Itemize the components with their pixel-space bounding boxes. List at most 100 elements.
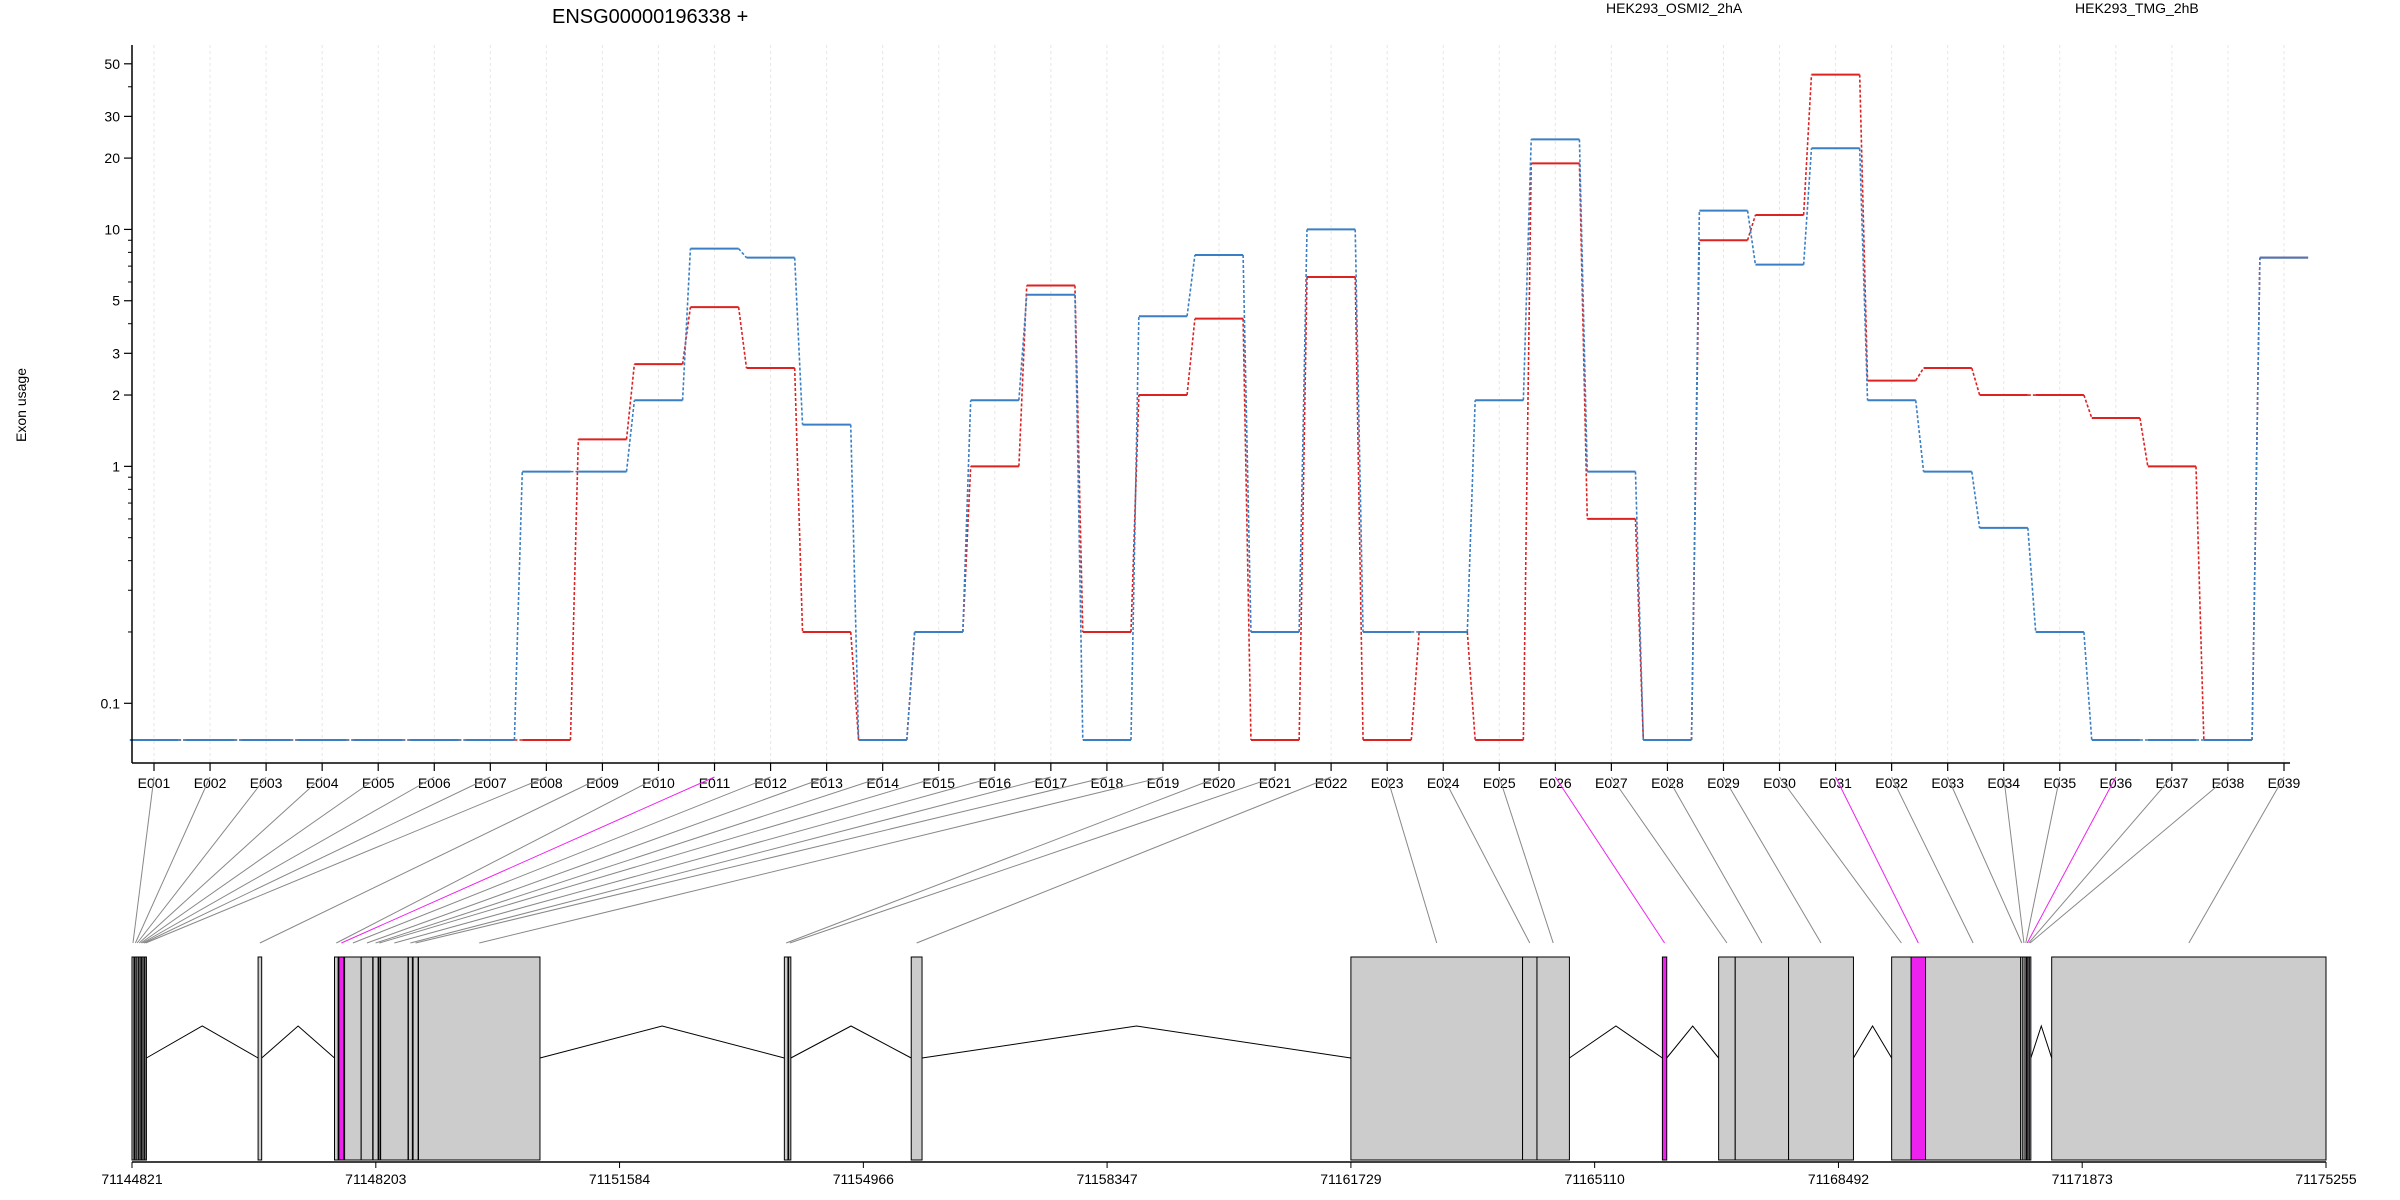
- x-tick-label: E024: [1427, 775, 1460, 791]
- exon-box: [1925, 956, 2022, 1161]
- series-segment: [1298, 276, 1308, 741]
- x-tick-label: E036: [2099, 775, 2132, 791]
- exon-box: [910, 956, 923, 1161]
- x-tick-label: E008: [530, 775, 563, 791]
- y-tick-label: 20: [104, 150, 120, 166]
- exon-connector: [142, 776, 435, 944]
- exon-connector: [145, 776, 547, 944]
- exon-connector: [336, 776, 659, 944]
- x-tick-label: E007: [474, 775, 507, 791]
- x-tick-label: E034: [1987, 775, 2020, 791]
- exon-connector: [1610, 776, 1728, 944]
- x-tick-label: E035: [2043, 775, 2076, 791]
- exon-connector: [352, 776, 771, 944]
- exon-box: [137, 956, 141, 1161]
- x-tick-label: E005: [362, 775, 395, 791]
- series-segment: [2139, 417, 2149, 467]
- series-segment: [1466, 631, 1476, 741]
- intron-line: [921, 1025, 1351, 1059]
- exon-connector: [1442, 776, 1531, 944]
- x-tick-label: E022: [1315, 775, 1348, 791]
- exon-box: [334, 956, 339, 1161]
- exon-box: [144, 956, 147, 1161]
- intron-line: [790, 1025, 912, 1059]
- exon-connector: [394, 776, 995, 944]
- exon-connector: [2003, 776, 2025, 944]
- series-segment: [625, 364, 636, 440]
- exon-connector: [789, 776, 1276, 944]
- series-segment: [2083, 631, 2093, 741]
- genomic-tick-label: 71148203: [345, 1171, 406, 1187]
- series-segment: [1858, 148, 1869, 401]
- series-line: [129, 138, 2309, 741]
- y-axis-label: Exon usage: [13, 368, 29, 442]
- x-tick-label: E019: [1147, 775, 1180, 791]
- series-segment: [1858, 74, 1869, 381]
- exon-box: [788, 956, 792, 1161]
- series-segment: [2027, 527, 2037, 633]
- x-tick-label: E001: [138, 775, 171, 791]
- x-tick-label: E031: [1819, 775, 1852, 791]
- y-tick-label: 3: [112, 345, 120, 361]
- exon-connector: [2029, 776, 2229, 944]
- exon-connector: [2188, 776, 2285, 944]
- exon-box: [344, 956, 362, 1161]
- exon-connector: [379, 776, 939, 944]
- exon-connector: [479, 776, 1164, 944]
- x-tick-label: E021: [1259, 775, 1292, 791]
- series-segment: [1354, 276, 1364, 741]
- legend-entry-osmi2: HEK293_OSMI2_2hA: [1606, 0, 1743, 16]
- exon-box: [377, 956, 381, 1161]
- series-segment: [625, 400, 636, 472]
- series-segment: [1522, 139, 1533, 401]
- exon-connector: [410, 776, 1051, 944]
- exon-box: [338, 956, 345, 1161]
- y-tick-label: 0.1: [101, 695, 121, 711]
- series-segment: [1186, 254, 1196, 317]
- genomic-tick-label: 71175255: [2295, 1171, 2356, 1187]
- chart-title: ENSG00000196338 +: [552, 6, 748, 28]
- series-segment: [793, 368, 804, 632]
- exon-box: [783, 956, 789, 1161]
- intron-line: [539, 1025, 785, 1059]
- x-tick-label: E006: [418, 775, 451, 791]
- exon-connector: [1779, 776, 1902, 944]
- x-tick-label: E025: [1483, 775, 1516, 791]
- exon-box: [360, 956, 374, 1161]
- x-tick-label: E026: [1539, 775, 1572, 791]
- series-segment: [1914, 400, 1925, 472]
- intron-line: [2030, 1024, 2053, 1059]
- series-segment: [738, 248, 748, 259]
- x-tick-label: E014: [866, 775, 899, 791]
- y-tick-label: 50: [104, 56, 120, 72]
- genomic-tick-label: 71168492: [1808, 1171, 1869, 1187]
- genomic-tick-label: 71154966: [833, 1171, 894, 1187]
- genomic-tick-label: 71144821: [101, 1171, 162, 1187]
- exon-box: [131, 956, 135, 1161]
- x-tick-label: E011: [699, 775, 731, 791]
- exon-connector: [259, 776, 603, 944]
- genomic-tick-label: 71158347: [1076, 1171, 1137, 1187]
- exon-box: [2028, 956, 2032, 1161]
- exon-box: [412, 956, 419, 1161]
- legend-entry-tmg: HEK293_TMG_2hB: [2075, 0, 2199, 16]
- exon-connector: [1947, 776, 2023, 944]
- series-segment: [1690, 210, 1701, 741]
- x-tick-label: E018: [1091, 775, 1124, 791]
- exon-connector: [2028, 776, 2173, 944]
- intron-line: [146, 1025, 259, 1059]
- series-segment: [1242, 318, 1252, 741]
- y-tick-label: 10: [104, 221, 120, 237]
- y-tick-label: 2: [112, 387, 120, 403]
- series-segment: [1802, 148, 1813, 265]
- exon-connector: [415, 776, 1108, 944]
- intron-line: [1853, 1025, 1893, 1059]
- exon-connector: [2025, 776, 2061, 944]
- exon-box: [372, 956, 379, 1161]
- series-segment: [793, 257, 804, 425]
- x-tick-label: E010: [642, 775, 675, 791]
- x-tick-label: E012: [754, 775, 787, 791]
- series-segment: [1578, 139, 1589, 472]
- x-tick-label: E013: [810, 775, 843, 791]
